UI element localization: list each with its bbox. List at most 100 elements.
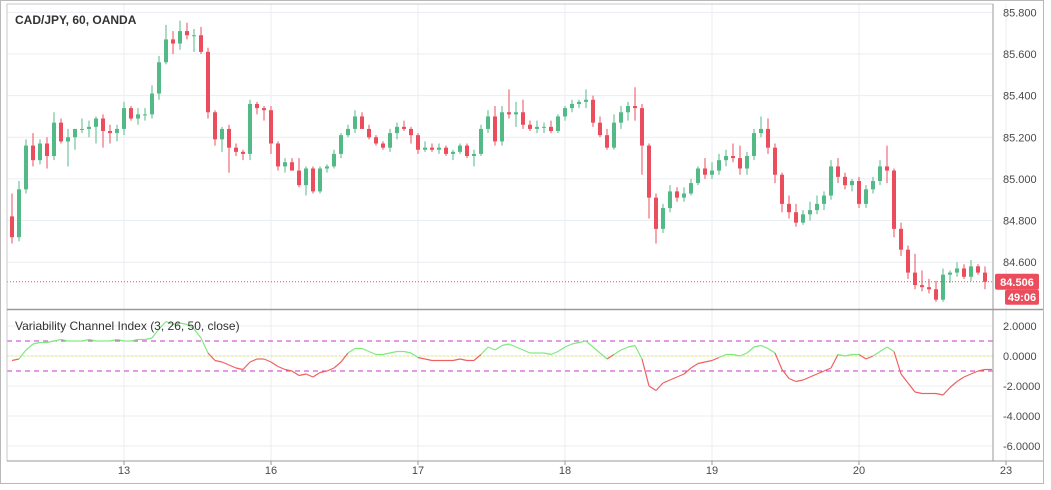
candle-body-down (913, 272, 917, 286)
candle-body-up (318, 168, 322, 192)
indicator-segment (361, 347, 370, 353)
candle-body-down (675, 191, 679, 198)
candle-body-up (514, 112, 518, 115)
candle-body-down (311, 168, 315, 192)
candle-body-up (122, 108, 126, 129)
candle-body-down (647, 145, 651, 198)
indicator-segment (515, 346, 524, 351)
candle-body-down (906, 249, 910, 273)
candle-body-up (395, 126, 399, 134)
candle-body-down (101, 118, 105, 132)
indicator-segment (186, 323, 195, 330)
candle-body-down (549, 126, 553, 132)
indicator-segment (480, 346, 489, 355)
indicator-segment (305, 373, 314, 378)
indicator-segment (550, 350, 559, 356)
candle-body-up (283, 162, 287, 167)
price-layer (7, 20, 993, 302)
last-price-badge (995, 273, 1039, 290)
candle-body-down (654, 197, 658, 229)
candle-body-up (192, 35, 196, 37)
candle-body-down (731, 156, 735, 159)
indicator-segment (522, 349, 531, 354)
time-tick-label: 17 (412, 465, 424, 477)
indicator-segment (942, 387, 951, 396)
candle-body-down (297, 170, 301, 186)
indicator-segment (543, 352, 552, 356)
candle-body-down (773, 147, 777, 175)
candle-body-up (556, 116, 560, 132)
indicator-segment (746, 346, 755, 354)
indicator-segment (865, 355, 874, 360)
candle-body-up (178, 31, 182, 44)
candle-body-up (220, 128, 224, 140)
indicator-segment (620, 346, 629, 351)
candle-body-down (899, 228, 903, 250)
price-tick-label: 85.200 (1003, 132, 1037, 144)
candle-body-up (535, 126, 539, 129)
candle-body-down (934, 289, 938, 300)
candle-body-up (94, 118, 98, 127)
price-tick-label: 85.000 (1003, 174, 1037, 186)
indicator-segment (767, 347, 776, 354)
indicator-segment (977, 368, 986, 372)
candle-body-up (479, 128, 483, 154)
indicator-segment (662, 379, 671, 384)
indicator-segment (613, 349, 622, 356)
candle-body-up (150, 93, 154, 115)
candle-body-down (10, 216, 14, 238)
candle-body-down (605, 135, 609, 148)
indicator-segment (312, 371, 321, 378)
candle-body-up (969, 266, 973, 277)
candle-body-up (759, 128, 763, 134)
indicator-segment (494, 344, 503, 351)
countdown-badge (1005, 289, 1039, 305)
indicator-segment (116, 338, 125, 342)
indicator-segment (277, 365, 286, 371)
candle-body-down (598, 122, 602, 136)
candle-body-up (752, 133, 756, 156)
candle-body-down (367, 128, 371, 138)
candle-body-down (983, 272, 987, 282)
indicator-segment (88, 338, 97, 342)
indicator-tick-label: -4.0000 (1003, 411, 1040, 423)
price-tick-label: 85.400 (1003, 91, 1037, 103)
indicator-segment (718, 353, 727, 359)
candle-body-down (787, 203, 791, 213)
indicator-segment (130, 338, 139, 342)
indicator-segment (200, 337, 209, 354)
candle-body-down (640, 108, 644, 146)
candle-body-down (234, 147, 238, 152)
indicator-segment (270, 361, 279, 368)
indicator-segment (830, 354, 839, 369)
indicator-tick-label: -2.0000 (1003, 381, 1040, 393)
indicator-segment (900, 373, 909, 384)
indicator-segment (53, 338, 62, 342)
indicator-segment (508, 343, 517, 348)
candle-body-down (213, 112, 217, 140)
candle-body-up (822, 195, 826, 204)
indicator-segment (872, 350, 881, 357)
indicator-segment (585, 340, 594, 348)
indicator-segment (144, 337, 153, 341)
indicator-segment (739, 352, 748, 357)
indicator-segment (228, 364, 237, 369)
candle-body-down (493, 116, 497, 142)
candle-body-down (206, 51, 210, 113)
candle-body-down (738, 158, 742, 169)
indicator-layer (7, 320, 993, 396)
indicator-segment (648, 385, 657, 392)
indicator-segment (956, 376, 965, 383)
candle-body-up (339, 135, 343, 154)
candle-body-up (346, 128, 350, 136)
candle-body-up (829, 166, 833, 196)
indicator-segment (249, 358, 258, 363)
candle-body-up (955, 268, 959, 273)
indicator-segment (774, 352, 783, 370)
candle-body-down (262, 108, 266, 111)
candle-body-up (80, 128, 84, 130)
time-tick-label: 23 (1000, 465, 1012, 477)
indicator-segment (578, 340, 587, 344)
indicator-segment (11, 358, 20, 362)
